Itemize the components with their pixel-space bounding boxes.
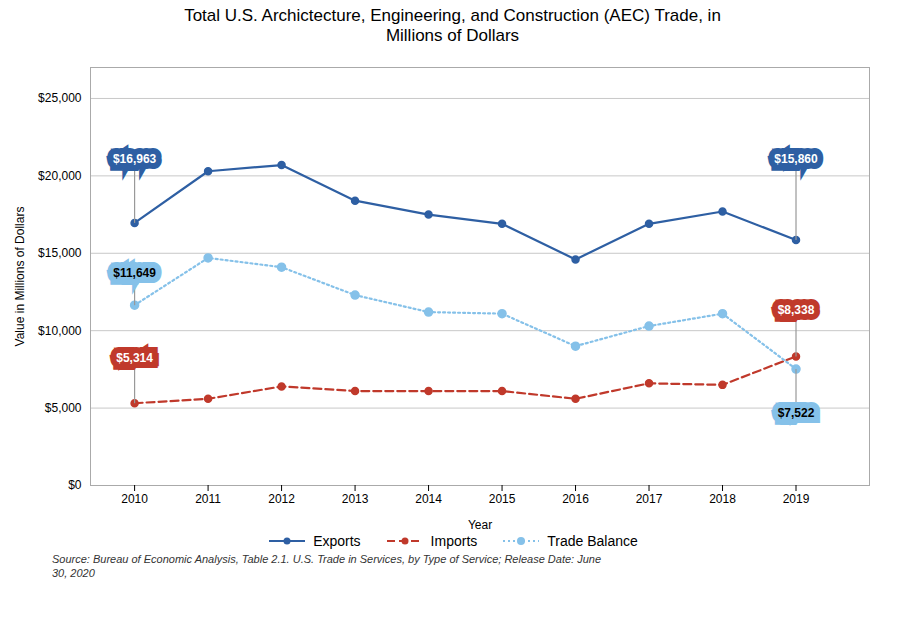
svg-text:2015: 2015 [489,492,516,506]
svg-text:$11,649: $11,649 [113,266,156,280]
svg-text:$5,000: $5,000 [45,401,82,415]
svg-text:2010: 2010 [121,492,148,506]
html-text:Imports: Imports [430,532,478,549]
svg-text:2019: 2019 [783,492,810,506]
html-text:Trade Balance: Trade Balance [547,532,638,549]
svg-text:2018: 2018 [709,492,736,506]
svg-text:Year: Year [468,517,492,531]
svg-text:Value in Millions of Dollars: Value in Millions of Dollars [13,206,27,346]
svg-text:2012: 2012 [268,492,295,506]
svg-text:2014: 2014 [415,492,442,506]
svg-text:$10,000: $10,000 [38,323,82,337]
svg-text:$15,000: $15,000 [38,246,82,260]
svg-text:$20,000: $20,000 [38,168,82,182]
html-text:Exports: Exports [313,532,361,549]
svg-text:$5,314: $5,314 [116,351,153,365]
html-text:Total U.S. Archictecture, Engi: Total U.S. Archictecture, Engineering, a… [184,6,721,46]
svg-text:2016: 2016 [562,492,589,506]
svg-text:$15,860: $15,860 [774,151,818,165]
svg-text:$16,963: $16,963 [113,151,157,165]
html-text:Source: Bureau of Economic Ana: Source: Bureau of Economic Analysis, Tab… [52,552,601,579]
svg-text:$8,338: $8,338 [778,303,815,317]
svg-text:$7,522: $7,522 [778,405,815,419]
svg-text:$0: $0 [68,478,82,492]
svg-text:2013: 2013 [342,492,369,506]
svg-text:$25,000: $25,000 [38,91,82,105]
svg-text:2017: 2017 [636,492,663,506]
svg-text:2011: 2011 [195,492,221,506]
